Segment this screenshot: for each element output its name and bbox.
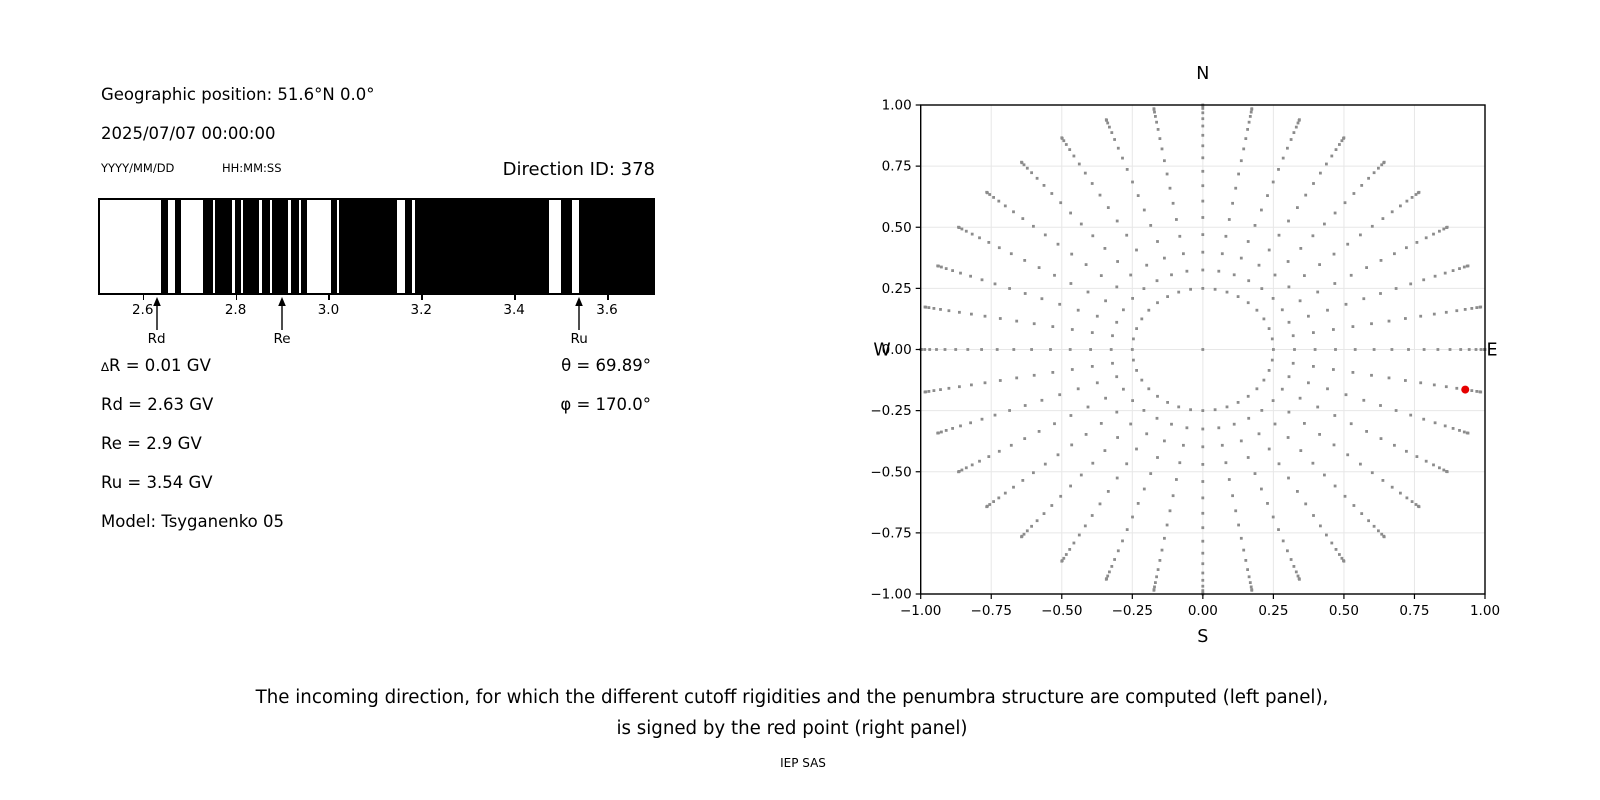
- compass-east: E: [1486, 341, 1497, 361]
- y-tick-label: 1.00: [882, 98, 912, 114]
- x-tick: [607, 295, 609, 300]
- x-tick: [514, 295, 516, 300]
- credit-label: IEP SAS: [780, 756, 826, 770]
- rd-value: Rd = 2.63 GV: [101, 395, 214, 414]
- x-tick-label: 0.75: [1399, 603, 1429, 619]
- delta-r-value: ∆R = 0.01 GV: [101, 356, 211, 375]
- compass-north: N: [1196, 64, 1209, 84]
- time-format-label: HH:MM:SS: [222, 161, 282, 175]
- allowed-band: [301, 200, 307, 293]
- up-arrow-icon: [152, 297, 161, 330]
- date-format-label: YYYY/MM/DD: [101, 161, 175, 175]
- compass-labels: N S W E: [873, 64, 1497, 647]
- direction-plot: −1.00−1.00 −0.75 −0.75 −0.50 −0.50 −0.25 −0.25…: [870, 64, 1500, 647]
- x-tick-label: 2.6: [131, 302, 154, 318]
- model-value: Model: Tsyganenko 05: [101, 512, 285, 531]
- allowed-band: [561, 200, 573, 293]
- y-tick-label: 0.25: [882, 281, 912, 297]
- datetime-value: 2025/07/07 00:00:00: [101, 124, 276, 143]
- x-tick-label: 3.0: [317, 302, 340, 318]
- direction-dot-grid: [919, 103, 1487, 596]
- x-tick-label: 0.00: [1188, 603, 1218, 619]
- selected-direction-point: [1461, 385, 1470, 394]
- x-tick-label: 0.25: [1258, 603, 1288, 619]
- up-arrow-icon: [278, 297, 286, 330]
- allowed-band: [175, 200, 181, 293]
- axis-ticks: −1.00−1.00 −0.75 −0.75 −0.50 −0.50 −0.25 −0.25…: [870, 98, 1500, 620]
- x-tick-label: 1.00: [1470, 603, 1500, 619]
- allowed-band: [262, 200, 270, 293]
- penumbra-bands: [100, 200, 653, 293]
- y-tick-label: −0.75: [870, 525, 911, 541]
- compass-west: W: [873, 341, 890, 361]
- allowed-band: [235, 200, 241, 293]
- direction-id-label: Direction ID: 378: [502, 159, 655, 180]
- geographic-position: Geographic position: 51.6°N 0.0°: [101, 85, 375, 104]
- allowed-band: [404, 200, 412, 293]
- allowed-band: [290, 200, 299, 293]
- cutoff-label-re: Re: [273, 331, 291, 347]
- caption-line-1: The incoming direction, for which the di…: [255, 687, 1329, 708]
- x-tick: [328, 295, 331, 300]
- y-tick-label: −0.50: [870, 464, 911, 480]
- x-tick-label: 2.8: [224, 302, 247, 318]
- y-tick-label: −1.00: [870, 587, 911, 603]
- x-tick: [142, 295, 145, 300]
- x-tick-label: −0.50: [1041, 603, 1082, 619]
- x-tick: [235, 295, 238, 300]
- phi-value: φ = 170.0°: [560, 395, 651, 414]
- x-tick-label: −0.75: [971, 603, 1012, 619]
- ru-value: Ru = 3.54 GV: [101, 473, 213, 492]
- allowed-band: [243, 200, 259, 293]
- cutoff-label-rd: Rd: [147, 331, 166, 347]
- cutoff-label-ru: Ru: [570, 331, 588, 347]
- x-tick: [421, 295, 423, 300]
- allowed-band: [161, 200, 169, 293]
- cutoff-arrow-re: [277, 297, 287, 334]
- allowed-band: [202, 200, 213, 293]
- x-tick-label: 3.2: [410, 302, 433, 318]
- allowed-band: [215, 200, 232, 293]
- x-tick-label: 0.50: [1329, 603, 1359, 619]
- x-tick-label: 3.4: [503, 302, 525, 318]
- up-arrow-icon: [575, 297, 583, 330]
- y-tick-label: 0.00: [882, 342, 912, 358]
- y-tick-label: 0.50: [882, 220, 912, 236]
- re-value: Re = 2.9 GV: [101, 434, 202, 453]
- penumbra-x-axis: 2.6 2.8 3.0 3.2 3.4 3.6 Rd Re Ru: [98, 295, 655, 355]
- allowed-band: [414, 200, 549, 293]
- delta-r-text: R = 0.01 GV: [109, 356, 211, 375]
- compass-south: S: [1197, 627, 1208, 647]
- allowed-band: [330, 200, 338, 293]
- cutoff-arrow-ru: [574, 297, 584, 334]
- x-tick-label: 3.6: [596, 302, 618, 318]
- penumbra-plot: [98, 198, 655, 295]
- allowed-band: [272, 200, 288, 293]
- delta-symbol: ∆: [101, 360, 110, 374]
- allowed-band: [339, 200, 398, 293]
- x-tick-label: −0.25: [1112, 603, 1153, 619]
- cutoff-arrow-rd: [152, 297, 162, 334]
- x-tick-label: −1.00: [900, 603, 941, 619]
- caption-line-2: is signed by the red point (right panel): [616, 718, 968, 739]
- theta-value: θ = 69.89°: [561, 356, 651, 375]
- y-tick-label: 0.75: [882, 159, 912, 175]
- allowed-band: [579, 200, 653, 293]
- y-tick-label: −0.25: [870, 403, 911, 419]
